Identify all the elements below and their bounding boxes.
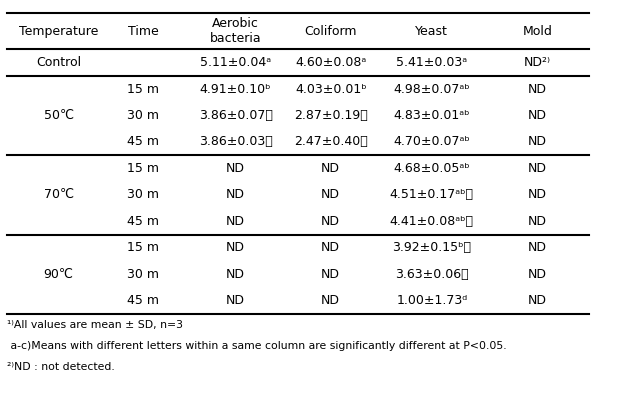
Text: 4.68±0.05ᵃᵇ: 4.68±0.05ᵃᵇ [394,162,470,175]
Text: 15 m: 15 m [128,83,159,96]
Text: ND: ND [528,83,547,96]
Text: 5.41±0.03ᵃ: 5.41±0.03ᵃ [396,56,467,69]
Text: 15 m: 15 m [128,241,159,254]
Text: 3.86±0.07ၣ: 3.86±0.07ၣ [198,109,273,122]
Text: ND: ND [528,135,547,148]
Text: 4.51±0.17ᵃᵇၣ: 4.51±0.17ᵃᵇၣ [390,188,474,202]
Text: ND: ND [321,162,340,175]
Text: 30 m: 30 m [128,188,159,202]
Text: ND: ND [321,241,340,254]
Text: a-c)Means with different letters within a same column are significantly differen: a-c)Means with different letters within … [7,341,507,351]
Text: 5.11±0.04ᵃ: 5.11±0.04ᵃ [200,56,271,69]
Text: 4.70±0.07ᵃᵇ: 4.70±0.07ᵃᵇ [394,135,470,148]
Text: 45 m: 45 m [128,215,159,228]
Text: ND: ND [226,188,245,202]
Text: ND²⁾: ND²⁾ [524,56,551,69]
Text: ND: ND [226,294,245,307]
Text: ND: ND [226,162,245,175]
Text: 4.83±0.01ᵃᵇ: 4.83±0.01ᵃᵇ [394,109,470,122]
Text: Temperature: Temperature [19,25,99,37]
Text: 70℃: 70℃ [43,188,74,202]
Text: Mold: Mold [523,25,552,37]
Text: 4.41±0.08ᵃᵇၣ: 4.41±0.08ᵃᵇၣ [390,215,474,228]
Text: ¹⁾All values are mean ± SD, n=3: ¹⁾All values are mean ± SD, n=3 [7,320,183,330]
Text: ND: ND [321,188,340,202]
Text: ND: ND [321,294,340,307]
Text: Aerobic
bacteria: Aerobic bacteria [210,17,262,45]
Text: ND: ND [528,215,547,228]
Text: ND: ND [226,241,245,254]
Text: ND: ND [528,162,547,175]
Text: 50℃: 50℃ [43,109,74,122]
Text: 3.86±0.03ၣ: 3.86±0.03ၣ [199,135,272,148]
Text: ND: ND [528,294,547,307]
Text: ND: ND [321,215,340,228]
Text: 3.63±0.06ၣ: 3.63±0.06ၣ [395,268,469,281]
Text: 4.91±0.10ᵇ: 4.91±0.10ᵇ [200,83,272,96]
Text: 45 m: 45 m [128,135,159,148]
Text: ND: ND [528,241,547,254]
Text: 1.00±1.73ᵈ: 1.00±1.73ᵈ [396,294,467,307]
Text: ND: ND [528,268,547,281]
Text: ²⁾ND : not detected.: ²⁾ND : not detected. [7,362,115,372]
Text: 30 m: 30 m [128,268,159,281]
Text: 3.92±0.15ᵇၣ: 3.92±0.15ᵇၣ [392,241,471,254]
Text: 2.87±0.19ၣ: 2.87±0.19ၣ [294,109,368,122]
Text: ND: ND [321,268,340,281]
Text: ND: ND [528,109,547,122]
Text: 45 m: 45 m [128,294,159,307]
Text: 90℃: 90℃ [44,268,74,281]
Text: ND: ND [226,268,245,281]
Text: Yeast: Yeast [415,25,448,37]
Text: 30 m: 30 m [128,109,159,122]
Text: 15 m: 15 m [128,162,159,175]
Text: 4.03±0.01ᵇ: 4.03±0.01ᵇ [295,83,366,96]
Text: ND: ND [528,188,547,202]
Text: Control: Control [36,56,81,69]
Text: Coliform: Coliform [304,25,357,37]
Text: 2.47±0.40ၣ: 2.47±0.40ၣ [294,135,368,148]
Text: 4.98±0.07ᵃᵇ: 4.98±0.07ᵃᵇ [394,83,470,96]
Text: ND: ND [226,215,245,228]
Text: Time: Time [128,25,159,37]
Text: 4.60±0.08ᵃ: 4.60±0.08ᵃ [295,56,366,69]
